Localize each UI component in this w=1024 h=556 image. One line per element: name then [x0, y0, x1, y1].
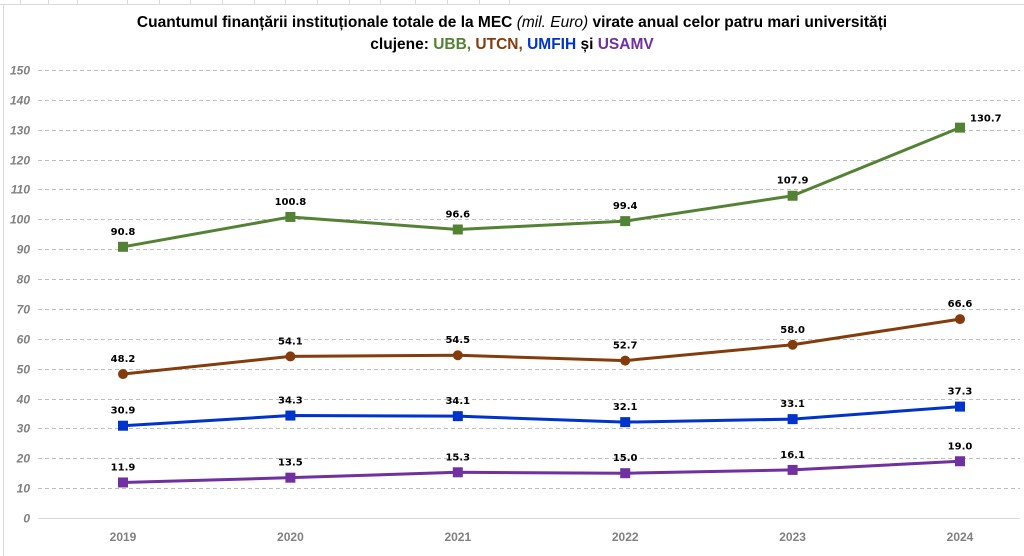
data-point-marker [620, 417, 631, 428]
series-usamv: 11.9 13.5 15.3 15.0 16.1 19.0 [111, 441, 973, 488]
data-point-marker [620, 355, 631, 366]
data-label: 15.3 [445, 452, 470, 463]
data-point-marker [620, 216, 631, 227]
y-tick-label: 30 [17, 422, 31, 436]
series-line [122, 126, 961, 249]
data-label: 15.0 [613, 453, 638, 464]
data-label: 33.1 [780, 399, 805, 410]
data-point-marker [955, 401, 965, 412]
data-label: 37.3 [948, 387, 973, 398]
y-tick-label: 110 [11, 183, 30, 197]
data-point-marker [118, 369, 128, 380]
data-point-marker [285, 351, 296, 362]
data-label: 48.2 [111, 354, 136, 365]
data-label: 58.0 [780, 325, 805, 336]
y-tick-label: 60 [17, 333, 31, 347]
data-point-marker [787, 414, 798, 425]
data-label: 34.3 [278, 396, 303, 407]
title-separator: , [518, 36, 528, 53]
data-label: 130.7 [970, 114, 1002, 125]
y-tick-label: 120 [10, 154, 30, 168]
data-point-marker [285, 410, 296, 421]
data-label: 100.8 [275, 197, 307, 208]
series-line [122, 317, 961, 376]
data-label: 90.8 [111, 227, 136, 238]
title-unit: (mil. Euro) [516, 14, 589, 31]
data-label: 52.7 [613, 341, 638, 352]
data-label: 54.1 [278, 336, 303, 347]
x-axis-ticks: 2019 2020 2021 2022 2023 2024 [110, 530, 974, 544]
y-tick-label: 50 [17, 363, 31, 377]
y-tick-label: 10 [17, 482, 31, 496]
x-tick-label: 2019 [110, 530, 137, 544]
data-point-marker [285, 211, 296, 222]
data-point-marker [787, 464, 798, 475]
data-point-marker [118, 477, 128, 488]
y-tick-label: 130 [10, 124, 30, 138]
gridlines [38, 70, 1020, 519]
chart-title-line-2: clujene: UBB, UTCN, UMFIH și USAMV [0, 34, 1024, 56]
series-ubb: 90.8 100.8 96.6 99.4 107.9 130.7 [111, 114, 1002, 252]
title-series-usamv: USAMV [597, 36, 654, 53]
data-label: 66.6 [948, 299, 973, 310]
data-label: 54.5 [445, 335, 470, 346]
series-line [122, 459, 961, 484]
x-tick-label: 2020 [277, 530, 304, 544]
data-point-marker [285, 472, 296, 483]
y-tick-label: 90 [17, 243, 31, 257]
data-label: 96.6 [445, 209, 470, 220]
data-point-marker [787, 190, 798, 201]
data-point-marker [955, 122, 965, 133]
data-label: 32.1 [613, 402, 638, 413]
data-label: 19.0 [948, 441, 973, 452]
chart-title: Cuantumul finanțării instituționale tota… [0, 12, 1024, 56]
data-label: 99.4 [613, 201, 638, 212]
series-line [122, 405, 961, 428]
data-point-marker [955, 456, 965, 467]
data-label: 13.5 [278, 458, 303, 469]
y-tick-label: 20 [16, 452, 31, 466]
y-tick-label: 80 [17, 273, 31, 287]
data-point-marker [118, 420, 128, 431]
y-tick-label: 70 [17, 303, 31, 317]
data-point-marker [620, 468, 631, 479]
y-tick-label: 140 [10, 94, 30, 108]
x-tick-label: 2024 [947, 530, 974, 544]
data-label: 34.1 [445, 396, 470, 407]
title-text: virate anual celor patru mari universită… [588, 14, 888, 31]
title-text: clujene: [370, 36, 434, 53]
data-point-marker [118, 241, 128, 252]
title-separator: , [466, 36, 476, 53]
y-tick-label: 0 [23, 512, 30, 526]
data-point-marker [452, 467, 463, 478]
y-tick-label: 40 [16, 393, 31, 407]
series-utcn: 48.2 54.1 54.5 52.7 58.0 66.6 [111, 299, 973, 380]
series-umfih: 30.9 34.3 34.1 32.1 33.1 37.3 [111, 387, 973, 431]
data-label: 16.1 [780, 450, 805, 461]
chart-title-line-1: Cuantumul finanțării instituționale tota… [0, 12, 1024, 34]
data-point-marker [452, 350, 463, 361]
title-series-umfih: UMFIH [527, 36, 577, 53]
data-label: 107.9 [777, 176, 809, 187]
x-tick-label: 2022 [612, 530, 639, 544]
data-point-marker [787, 339, 798, 350]
series-group: 90.8 100.8 96.6 99.4 107.9 130.7 48.2 54.1 54.5 5… [111, 114, 1002, 488]
y-tick-label: 100 [10, 213, 30, 227]
y-tick-label: 150 [10, 64, 30, 78]
data-point-marker [452, 411, 463, 422]
data-point-marker [955, 314, 965, 325]
title-text: Cuantumul finanțării instituționale tota… [136, 14, 517, 31]
y-axis-ticks: 0 10 20 30 40 50 60 70 80 90 100 110 120 130 140 150 [10, 64, 30, 526]
data-label: 30.9 [111, 406, 136, 417]
title-series-ubb: UBB [433, 36, 467, 53]
title-series-utcn: UTCN [475, 36, 519, 53]
title-conjunction: și [576, 36, 598, 53]
data-point-marker [452, 224, 463, 235]
x-tick-label: 2021 [444, 530, 471, 544]
x-tick-label: 2023 [779, 530, 806, 544]
data-label: 11.9 [111, 462, 136, 473]
